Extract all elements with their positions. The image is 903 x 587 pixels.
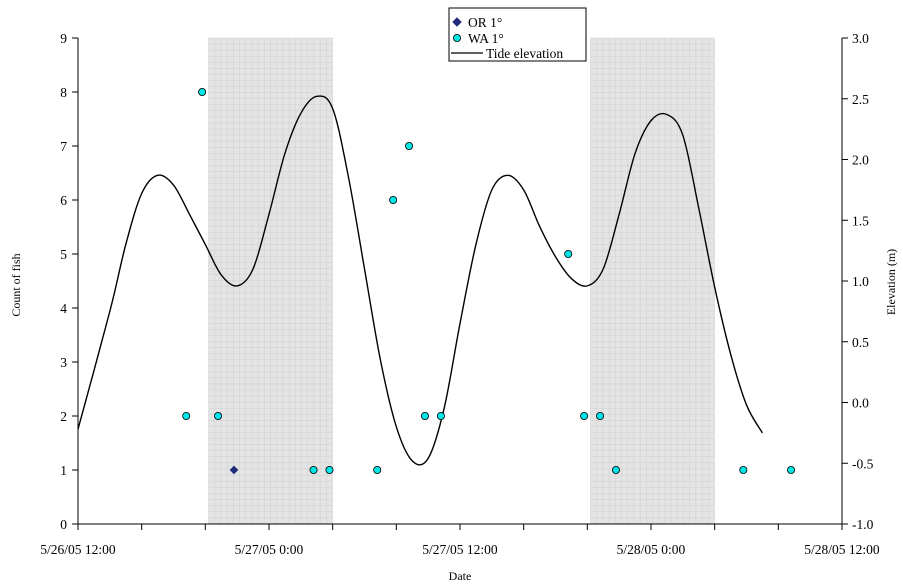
- x-axis-title: Date: [449, 569, 472, 583]
- legend-or-diamond-icon: [452, 17, 462, 27]
- wa-point: [596, 411, 605, 420]
- y-axis-title: Count of fish: [9, 253, 23, 316]
- y2-tick-label: -1.0: [852, 517, 874, 532]
- x-tick-label: 5/27/05 12:00: [422, 542, 498, 557]
- wa-point: [373, 465, 382, 474]
- x-tick-label: 5/28/05 0:00: [617, 542, 686, 557]
- y2-axis-title: Elevation (m): [884, 249, 898, 315]
- y2-tick-label: 0.5: [852, 335, 869, 350]
- y-tick-label: 4: [60, 301, 67, 316]
- y2-tick-label: 2.5: [852, 92, 869, 107]
- wa-point: [405, 141, 414, 150]
- y-tick-label: 0: [60, 517, 67, 532]
- x-tick-label: 5/27/05 0:00: [235, 542, 304, 557]
- legend-box: [448, 7, 587, 62]
- wa-point: [198, 88, 207, 97]
- legend-wa-circle-icon: [452, 34, 461, 43]
- y2-tick-label: 1.0: [852, 274, 869, 289]
- y-tick-label: 3: [60, 355, 67, 370]
- y-tick-label: 8: [60, 85, 67, 100]
- legend: OR 1° WA 1° Tide elevation: [448, 7, 587, 62]
- wa-point: [309, 465, 318, 474]
- y-tick-label: 9: [60, 31, 67, 46]
- wa-point: [580, 411, 589, 420]
- wa-point: [389, 195, 398, 204]
- axes: 0 1 2 3 4 5 6 7 8 9 -1.0 -0.5 0.0 0.5 1.0 1.5 2.0 2.5 3.0 5…: [40, 31, 880, 557]
- wa-point: [739, 465, 748, 474]
- legend-tide-label: Tide elevation: [486, 46, 563, 61]
- y-tick-label: 2: [60, 409, 67, 424]
- wa-point: [182, 411, 191, 420]
- y-tick-label: 7: [60, 139, 67, 154]
- wa-point: [325, 465, 334, 474]
- y2-tick-label: 2.0: [852, 153, 869, 168]
- or-point: [229, 465, 239, 475]
- x-tick-label: 5/28/05 12:00: [804, 542, 880, 557]
- shaded-periods: [208, 37, 715, 524]
- tide-elevation-line: [77, 95, 764, 466]
- fish-points-layer: [182, 88, 796, 475]
- wa-point: [436, 411, 445, 420]
- wa-point: [787, 465, 796, 474]
- wa-point: [214, 411, 223, 420]
- y2-tick-label: 3.0: [852, 31, 869, 46]
- y-tick-label: 5: [60, 247, 67, 262]
- y2-tick-label: 0.0: [852, 396, 869, 411]
- x-tick-label: 5/26/05 12:00: [40, 542, 116, 557]
- y2-tick-label: 1.5: [852, 213, 869, 228]
- wa-point: [420, 411, 429, 420]
- wa-point: [564, 249, 573, 258]
- y-tick-label: 6: [60, 193, 67, 208]
- legend-or-label: OR 1°: [468, 15, 502, 30]
- y-tick-label: 1: [60, 463, 67, 478]
- wa-point: [611, 465, 620, 474]
- legend-wa-label: WA 1°: [468, 31, 504, 46]
- tide-line-layer: [77, 95, 764, 466]
- y2-tick-label: -0.5: [852, 456, 874, 471]
